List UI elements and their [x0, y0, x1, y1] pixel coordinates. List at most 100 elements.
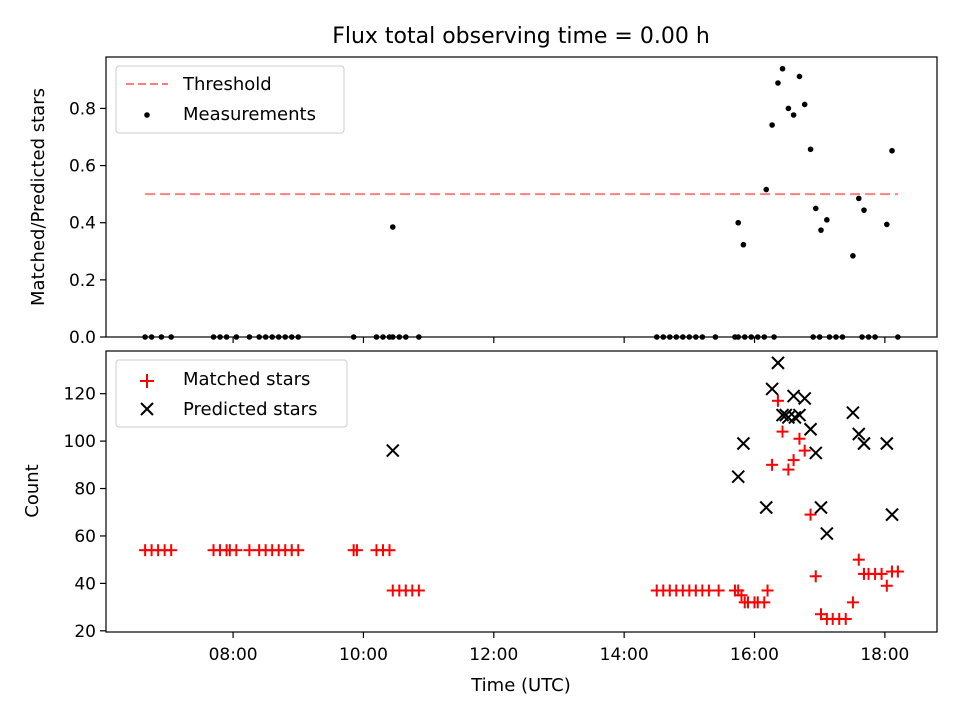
predicted-stars-point	[880, 436, 894, 451]
top-ytick-label: 0.2	[69, 271, 96, 291]
predicted-stars-point	[803, 422, 818, 436]
matched-stars-point	[383, 544, 396, 557]
legend-threshold-label: Threshold	[182, 74, 272, 95]
measurement-point	[818, 227, 824, 233]
predicted-stars-point	[846, 405, 860, 420]
measurement-point	[735, 219, 742, 226]
top-y-axis-label: Matched/Predicted stars	[28, 88, 49, 306]
xtick-label: 12:00	[469, 645, 518, 665]
legend-matched-label: Matched stars	[183, 369, 310, 390]
matched-stars-point	[712, 584, 725, 597]
legend-predicted-label: Predicted stars	[183, 399, 317, 420]
predicted-stars-point	[852, 427, 866, 441]
legend-measurements-label: Measurements	[183, 104, 316, 125]
measurement-point	[807, 146, 814, 153]
matched-stars-point	[809, 570, 822, 583]
xtick-label: 16:00	[730, 645, 779, 665]
bottom-legend: Matched stars Predicted stars	[115, 359, 348, 428]
matched-stars-point	[793, 432, 806, 445]
matched-stars-point	[852, 553, 865, 566]
measurement-point	[389, 224, 396, 230]
measurement-point	[801, 101, 808, 108]
measurement-point	[812, 205, 819, 212]
predicted-stars-point	[788, 410, 802, 425]
top-legend: Threshold Measurements	[115, 65, 345, 134]
predicted-stars-point	[820, 526, 834, 541]
bottom-x-axis: 08:00 10:00 12:00 14:00 16:00 18:00	[209, 632, 909, 665]
measurement-point	[785, 105, 792, 112]
predicted-stars-point	[814, 500, 828, 515]
legend-predicted-swatch	[140, 402, 154, 416]
measurement-point	[796, 73, 803, 80]
top-ytick-label: 0.0	[69, 328, 96, 348]
matched-stars-point	[766, 458, 779, 471]
bottom-axes-frame	[105, 350, 938, 633]
matched-stars-point	[804, 508, 817, 521]
matched-stars-point	[230, 544, 243, 557]
measurement-point	[884, 221, 890, 228]
predicted-stars-point	[792, 408, 807, 422]
top-axes-frame	[105, 56, 938, 338]
x-axis-label: Time (UTC)	[470, 675, 571, 696]
predicted-stars-point	[786, 389, 801, 403]
matched-stars-point	[735, 589, 748, 602]
matched-stars-point	[771, 394, 784, 407]
matched-stars-point	[758, 596, 771, 609]
bottom-legend-box	[115, 359, 348, 428]
predicted-stars-point	[765, 382, 779, 396]
predicted-stars-point	[386, 443, 400, 458]
matched-stars-point	[846, 596, 859, 609]
xtick-label: 10:00	[339, 645, 388, 665]
xtick-label: 18:00	[860, 645, 909, 665]
predicted-stars-point	[731, 469, 745, 484]
matched-stars-point	[787, 454, 800, 467]
predicted-stars-point	[736, 436, 751, 451]
matched-stars-point	[350, 544, 363, 557]
bottom-plot-area	[139, 356, 904, 625]
bottom-y-axis-label: Count	[22, 464, 43, 517]
top-x-axis-ticks	[232, 337, 886, 343]
predicted-stars-point	[885, 507, 899, 522]
measurement-point	[824, 217, 830, 223]
top-ytick-label: 0.4	[69, 214, 96, 234]
xtick-label: 08:00	[209, 645, 258, 665]
measurement-point	[850, 253, 856, 259]
measurement-point	[763, 186, 770, 193]
matched-stars-point	[798, 444, 811, 457]
bottom-ytick-label: 100	[64, 432, 96, 452]
bottom-ytick-label: 60	[74, 527, 96, 547]
bottom-ytick-label: 40	[74, 574, 96, 594]
top-legend-box	[115, 65, 345, 134]
measurement-point	[769, 122, 775, 128]
matched-stars-point	[839, 612, 852, 625]
matched-stars-point	[292, 544, 305, 557]
matched-stars-point	[776, 425, 789, 438]
matched-stars-point	[412, 584, 425, 597]
measurement-point	[779, 65, 786, 72]
predicted-stars-point	[759, 500, 773, 515]
matched-stars-point	[880, 579, 893, 592]
predicted-stars-point	[797, 391, 812, 406]
measurement-point	[861, 207, 867, 213]
top-ytick-label: 0.6	[69, 157, 96, 177]
predicted-stars-point	[857, 436, 871, 451]
measurement-point	[790, 112, 797, 118]
bottom-ytick-label: 20	[74, 622, 96, 642]
matched-stars-point	[761, 584, 774, 597]
top-ytick-label: 0.8	[69, 99, 96, 119]
bottom-ytick-label: 120	[64, 385, 96, 405]
top-panel: 0.00.20.40.60.8 Matched/Predicted stars …	[28, 56, 938, 348]
bottom-y-axis: 20 40 60 80 100 120	[64, 385, 106, 642]
legend-measurements-swatch	[144, 112, 150, 118]
legend-matched-swatch	[140, 374, 154, 388]
top-y-axis: 0.0 0.2 0.4 0.6 0.8	[69, 99, 106, 348]
matched-stars-point	[782, 463, 795, 476]
predicted-stars-point	[771, 356, 785, 370]
bottom-ytick-label: 80	[74, 480, 96, 500]
bottom-panel: 20 40 60 80 100 120 08:00 10:00 12:00 14:00 16:00…	[22, 350, 938, 696]
measurement-point	[740, 241, 747, 248]
predicted-stars-point	[809, 446, 823, 460]
matched-stars-point	[891, 565, 904, 578]
matched-stars-point	[165, 544, 178, 557]
